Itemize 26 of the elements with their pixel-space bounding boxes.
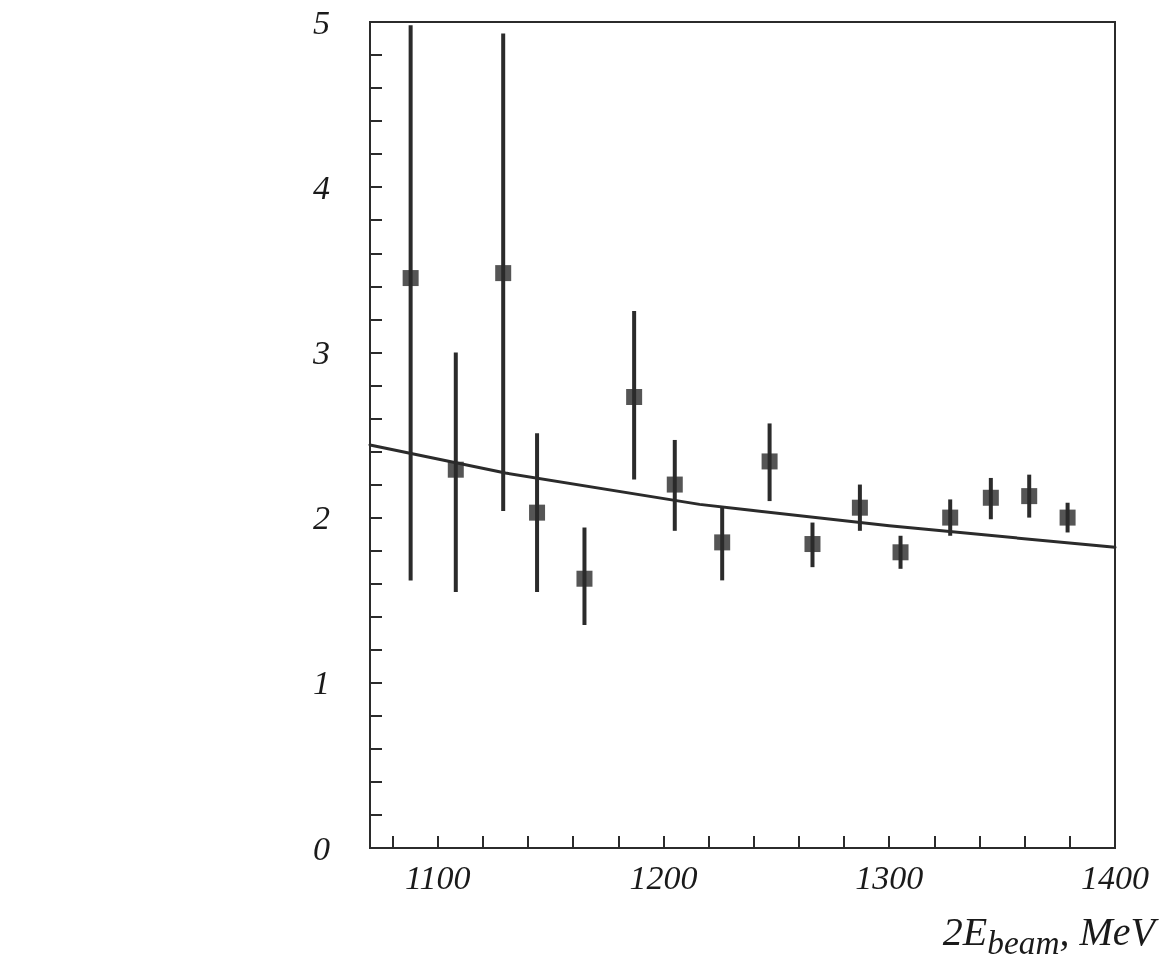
- point: [851, 499, 868, 516]
- point: [666, 476, 683, 493]
- point: [942, 509, 959, 526]
- point: [447, 461, 464, 478]
- point: [495, 265, 512, 282]
- point: [1021, 488, 1038, 505]
- y-tick-label: 4: [313, 168, 330, 206]
- y-tick-label: 3: [312, 333, 330, 371]
- point: [714, 534, 731, 551]
- point: [892, 544, 909, 561]
- x-tick-label: 1200: [629, 858, 698, 896]
- y-tick-label: 5: [313, 3, 330, 41]
- point: [761, 453, 778, 470]
- point: [982, 489, 999, 506]
- x-tick-label: 1400: [1081, 858, 1149, 896]
- point: [576, 570, 593, 587]
- point: [1059, 509, 1076, 526]
- y-tick-label: 1: [313, 664, 330, 702]
- point: [804, 536, 821, 553]
- x-tick-label: 1300: [855, 858, 924, 896]
- y-tick-label: 2: [313, 499, 330, 537]
- point: [402, 270, 419, 287]
- point: [529, 504, 546, 521]
- y-tick-label: 0: [313, 829, 330, 867]
- point: [626, 389, 643, 405]
- x-tick-label: 1100: [404, 858, 471, 896]
